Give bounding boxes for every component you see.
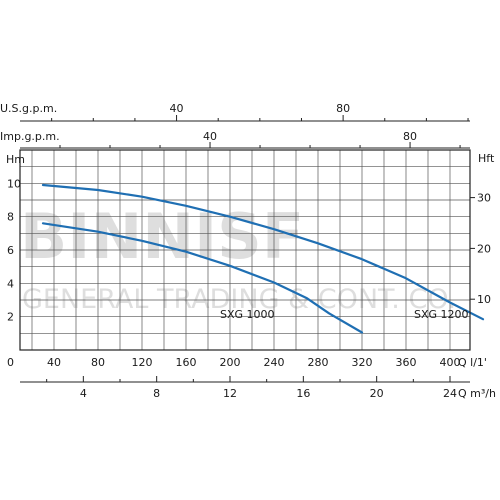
y-tick-label: 8 <box>7 211 14 224</box>
x-tick-label: 200 <box>220 356 241 369</box>
y-tick-label: 4 <box>7 277 14 290</box>
x-tick-label: 360 <box>396 356 417 369</box>
m3h-tick-label: 8 <box>153 387 160 400</box>
series-label-sxg-1200: SXG 1200 <box>414 308 469 321</box>
x-tick-label: 240 <box>264 356 285 369</box>
y2-tick-label: 10 <box>477 293 491 306</box>
impgpm-tick-label: 40 <box>203 130 217 143</box>
x-tick-label: 120 <box>132 356 153 369</box>
x-tick-label: 280 <box>308 356 329 369</box>
x-tick-label: 80 <box>91 356 105 369</box>
impgpm-axis-title: Imp.g.p.m. <box>0 130 60 143</box>
m3h-tick-label: 12 <box>223 387 237 400</box>
y2-tick-label: 20 <box>477 242 491 255</box>
watermark-text-main: BINNISF <box>20 200 304 273</box>
m3h-tick-label: 16 <box>296 387 310 400</box>
m3h-tick-label: 4 <box>80 387 87 400</box>
y-tick-label-zero: 0 <box>7 356 14 369</box>
usgpm-axis-title: U.S.g.p.m. <box>0 102 57 115</box>
m3h-axis-title: Q m³/h <box>458 387 496 400</box>
m3h-tick-label: 20 <box>370 387 384 400</box>
usgpm-tick-label: 80 <box>336 102 350 115</box>
watermark: BINNISF GENERAL TRADING & CONT. CO. <box>20 200 456 315</box>
x-tick-label: 320 <box>352 356 373 369</box>
y-tick-label: 10 <box>7 177 21 190</box>
m3h-tick-label: 24 <box>443 387 457 400</box>
x-tick-label: 40 <box>47 356 61 369</box>
y-axis-title: Hm <box>6 153 25 166</box>
x-tick-label: 160 <box>176 356 197 369</box>
x-axis-title: Q l/1' <box>458 356 487 369</box>
y-tick-label: 6 <box>7 244 14 257</box>
series-label-sxg-1000: SXG 1000 <box>220 308 275 321</box>
y-tick-label: 2 <box>7 311 14 324</box>
y2-tick-label: 30 <box>477 192 491 205</box>
usgpm-tick-label: 40 <box>170 102 184 115</box>
impgpm-tick-label: 80 <box>403 130 417 143</box>
y2-axis-title: Hft <box>478 152 495 165</box>
